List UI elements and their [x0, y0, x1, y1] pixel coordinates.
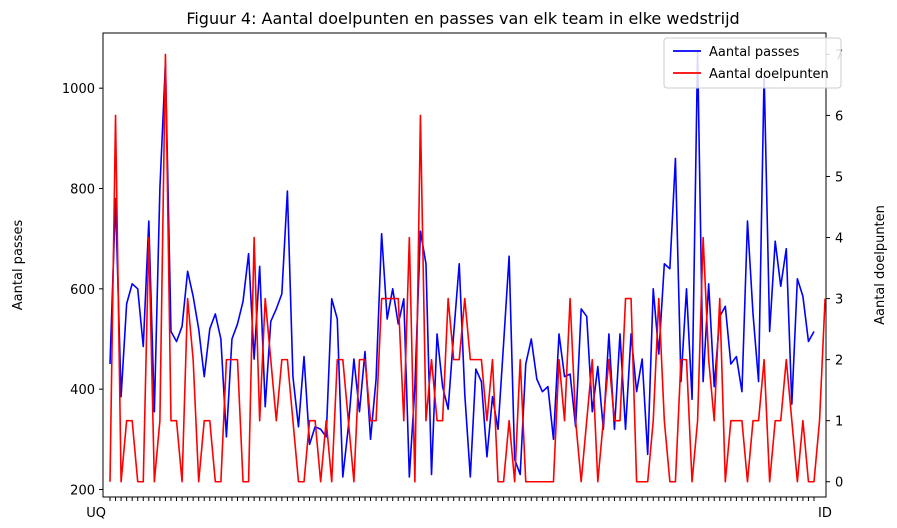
left-tick-label: 600 [70, 283, 95, 298]
chart-title: Figuur 4: Aantal doelpunten en passes va… [186, 9, 739, 28]
x-axis: UQ ID [86, 497, 832, 521]
left-tick-label: 200 [70, 483, 95, 498]
right-tick-label: 0 [835, 476, 843, 491]
x-tick-label-first: UQ [86, 506, 106, 521]
right-tick-label: 2 [835, 354, 843, 369]
legend-box [663, 37, 842, 89]
x-tick-label-last: ID [818, 506, 832, 521]
series-line-goals [109, 53, 826, 483]
right-tick-label: 3 [835, 293, 843, 308]
legend-label: Aantal passes [709, 45, 800, 60]
right-axis-label: Aantal doelpunten [873, 205, 888, 325]
left-tick-label: 800 [70, 183, 95, 198]
legend: Aantal passes Aantal doelpunten [663, 37, 842, 89]
right-tick-label: 4 [835, 232, 843, 247]
legend-label: Aantal doelpunten [709, 67, 829, 82]
left-tick-label: 400 [70, 383, 95, 398]
right-tick-label: 6 [835, 109, 843, 124]
right-tick-label: 1 [835, 415, 843, 430]
left-y-axis: 200 400 600 800 1000 [62, 82, 103, 498]
right-tick-label: 5 [835, 170, 843, 185]
left-axis-label: Aantal passes [11, 220, 26, 311]
left-tick-label: 1000 [62, 82, 95, 97]
